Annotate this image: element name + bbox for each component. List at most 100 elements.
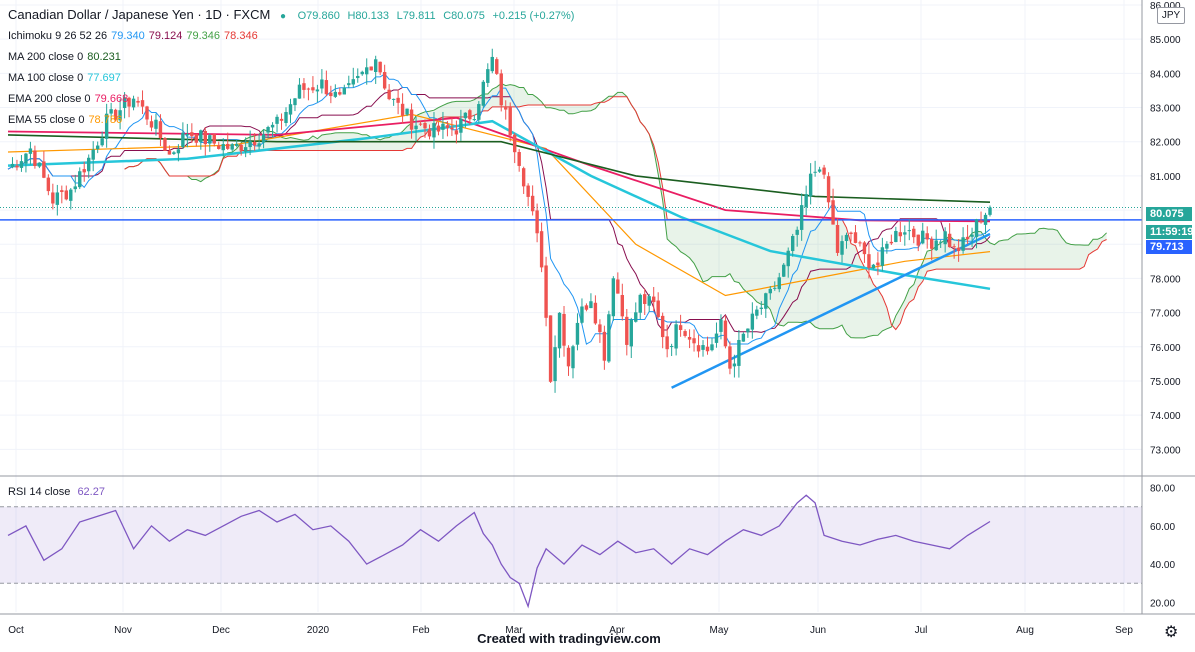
candle-body <box>82 169 86 173</box>
y-tick-label: 83.000 <box>1150 104 1181 115</box>
candle-body <box>526 185 530 197</box>
candle-body <box>163 138 167 151</box>
candle-body <box>365 67 369 75</box>
candle-body <box>391 98 396 100</box>
candle-body <box>795 229 799 235</box>
candle-body <box>199 130 203 143</box>
candle-body <box>181 132 185 147</box>
candle-body <box>521 168 526 187</box>
candle-body <box>118 110 122 121</box>
candle-body <box>804 194 808 208</box>
candle-body <box>947 233 952 248</box>
candle-body <box>553 347 557 382</box>
candle-body <box>768 288 772 294</box>
candle-body <box>221 144 225 151</box>
gear-icon[interactable]: ⚙ <box>1164 624 1179 641</box>
candle-body <box>297 84 302 99</box>
senkou-span-b <box>124 96 1107 331</box>
candle-body <box>862 242 867 255</box>
candle-body <box>620 295 625 317</box>
tenkan-line <box>7 73 991 345</box>
indicator-value: 80.231 <box>87 51 121 63</box>
x-tick-label: Jul <box>915 625 928 636</box>
candle-body <box>42 161 46 178</box>
indicator-label: EMA 200 close 0 <box>8 93 91 105</box>
ohlc-high: H80.133 <box>347 10 390 22</box>
candle-body <box>817 169 822 172</box>
candle-body <box>719 319 723 332</box>
rsi-band-fill <box>0 506 1142 584</box>
candle-body <box>324 80 329 95</box>
candle-body <box>252 141 257 146</box>
candle-body <box>275 116 279 124</box>
candle-body <box>970 234 974 237</box>
axes: 73.00074.00075.00076.00077.00078.00079.0… <box>0 0 1195 636</box>
candle-body <box>961 237 965 251</box>
candle-body <box>109 109 113 114</box>
candle-body <box>598 324 602 333</box>
candle-body <box>764 293 768 309</box>
currency-badge[interactable]: JPY <box>1157 7 1185 24</box>
y-tick-label: 81.000 <box>1150 172 1181 183</box>
y-tick-label: 73.000 <box>1150 445 1181 456</box>
x-tick-label: Oct <box>8 625 24 636</box>
candle-body <box>28 148 33 154</box>
candle-body <box>387 89 391 100</box>
ichimoku-cloud <box>124 82 1107 339</box>
candle-body <box>548 315 553 382</box>
candle-body <box>145 106 149 120</box>
candle-body <box>808 173 813 197</box>
candle-body <box>791 236 795 252</box>
candle-body <box>683 331 687 336</box>
indicator-value: 79.668 <box>94 93 129 105</box>
candle-body <box>468 110 472 120</box>
candle-body <box>647 296 651 306</box>
candle-body <box>741 333 746 342</box>
candle-body <box>746 328 750 333</box>
candle-body <box>589 301 593 309</box>
x-tick-label: 2020 <box>307 625 330 636</box>
countdown-label: 11:59:19 <box>1146 225 1193 239</box>
candle-body <box>938 241 943 243</box>
candle-body <box>347 83 351 86</box>
candle-body <box>486 69 490 83</box>
candle-body <box>477 104 481 120</box>
candle-body <box>239 144 243 151</box>
market-status-icon: ● <box>279 11 286 22</box>
candle-body <box>369 66 373 71</box>
candle-body <box>656 300 660 318</box>
kijun-line <box>7 87 991 333</box>
x-tick-label: May <box>710 625 729 636</box>
rsi-tick-label: 40.00 <box>1150 560 1175 571</box>
rsi-tick-label: 80.00 <box>1150 484 1175 495</box>
x-tick-label: Sep <box>1115 625 1133 636</box>
candle-body <box>243 147 248 152</box>
y-tick-label: 86.000 <box>1150 1 1181 12</box>
candle-body <box>288 104 293 115</box>
candle-body <box>351 79 355 85</box>
indicator-label: MA 100 close 0 <box>8 72 84 84</box>
candle-body <box>373 59 378 73</box>
indicator-label: EMA 55 close 0 <box>8 114 85 126</box>
x-tick-label: Apr <box>609 625 625 636</box>
candle-body <box>333 91 338 97</box>
ohlc-change: +0.215 (+0.27%) <box>492 10 575 22</box>
candle-body <box>315 89 320 92</box>
candle-body <box>172 152 176 154</box>
candle-body <box>414 125 418 130</box>
candle-body <box>903 232 907 235</box>
indicator-value: 79.346 <box>186 30 221 42</box>
candle-body <box>607 314 611 362</box>
candle-body <box>284 112 288 124</box>
candle-body <box>885 243 889 249</box>
candle-body <box>813 171 817 173</box>
candle-body <box>826 176 831 203</box>
candle-body <box>320 79 324 89</box>
candle-body <box>777 277 781 290</box>
candle-body <box>508 107 512 136</box>
rsi-band <box>0 494 1142 609</box>
candle-body <box>634 312 638 322</box>
candle-body <box>212 134 216 144</box>
candle-body <box>418 123 423 125</box>
